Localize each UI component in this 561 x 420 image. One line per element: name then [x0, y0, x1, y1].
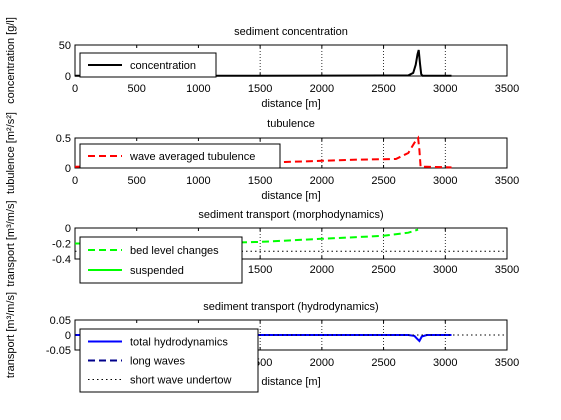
x-tick-label: 3500	[495, 264, 519, 276]
legend: wave averaged tubulence	[79, 143, 281, 169]
x-tick-label: 1500	[248, 175, 272, 187]
legend-label: suspended	[130, 265, 184, 277]
panel-4: sediment transport (hydrodynamics)1500 20…	[5, 292, 519, 393]
x-tick-label: 2500	[371, 175, 395, 187]
series-line-1	[75, 49, 452, 77]
y-axis-label: transport [m³/m/s]	[5, 200, 17, 286]
panel-2: tubulence 0 500 1000 1500 2000 2500 3000 3500 0 0.…	[5, 112, 519, 202]
x-tick-label: 3000	[433, 264, 457, 276]
x-tick-label: 0	[72, 175, 78, 187]
legend: concentration	[79, 52, 217, 78]
x-axis-label: distance [m]	[261, 190, 320, 202]
x-tick-label: 2000	[310, 357, 334, 369]
y-tick-label: 50	[59, 40, 71, 52]
legend-box	[79, 328, 259, 393]
legend: bed level changes suspended	[79, 236, 243, 284]
x-tick-label: 3500	[495, 175, 519, 187]
x-tick-label: 2000	[310, 83, 334, 95]
x-tick-label: 2500	[371, 83, 395, 95]
x-tick-label: 2000	[310, 264, 334, 276]
y-tick-label: 0	[65, 71, 71, 83]
legend: total hydrodynamics long waves short wave …	[79, 328, 259, 393]
x-tick-label: 2000	[310, 175, 334, 187]
x-tick-label: 3500	[495, 357, 519, 369]
x-tick-label: 1500	[248, 83, 272, 95]
x-tick-label: 3000	[433, 83, 457, 95]
y-axis-label: transport [m³/m/s]	[5, 292, 17, 378]
x-tick-label: 500	[128, 83, 146, 95]
x-axis-label: distance [m]	[261, 376, 320, 388]
x-tick-label: 0	[72, 83, 78, 95]
y-tick-label: -0.2	[52, 239, 71, 251]
x-axis-label: distance [m]	[261, 98, 320, 110]
y-tick-label: 0	[65, 330, 71, 342]
legend-label: concentration	[130, 60, 196, 72]
legend-label: wave averaged tubulence	[129, 151, 255, 163]
panel-3: sediment transport (morphodynamics) 1500 2…	[5, 200, 519, 286]
x-tick-label: 1000	[186, 83, 210, 95]
legend-label: short wave undertow	[130, 375, 232, 387]
y-tick-label: 0.5	[56, 133, 71, 145]
x-tick-label: 2500	[371, 357, 395, 369]
panel-title: sediment transport (morphodynamics)	[198, 209, 383, 221]
legend-label: total hydrodynamics	[130, 337, 228, 349]
y-tick-label: -0.4	[52, 254, 71, 266]
y-axis-label: tubulence [m²/s²]	[5, 112, 17, 194]
panel-title: sediment concentration	[234, 26, 348, 38]
x-tick-label: 500	[128, 175, 146, 187]
y-tick-label: -0.05	[46, 345, 71, 357]
y-tick-label: 0	[65, 163, 71, 175]
legend-label: long waves	[130, 356, 186, 368]
panel-title: tubulence	[267, 118, 315, 130]
y-tick-label: 0.05	[50, 315, 71, 327]
x-tick-label: 2500	[371, 264, 395, 276]
x-tick-label: 3000	[433, 175, 457, 187]
x-tick-label: 3000	[433, 357, 457, 369]
legend-box	[79, 236, 243, 284]
legend-label: bed level changes	[130, 245, 219, 257]
y-axis-label: concentration [g/l]	[5, 17, 17, 104]
x-tick-label: 1500	[248, 264, 272, 276]
panel-title: sediment transport (hydrodynamics)	[203, 301, 378, 313]
x-tick-label: 1000	[186, 175, 210, 187]
y-tick-label: 0	[65, 223, 71, 235]
x-tick-label: 3500	[495, 83, 519, 95]
